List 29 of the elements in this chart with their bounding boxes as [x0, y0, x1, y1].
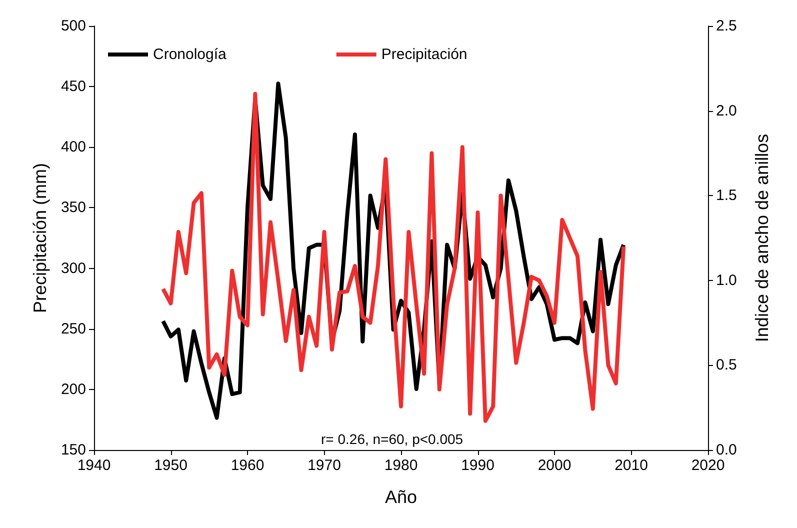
- x-tick-label: 1980: [384, 457, 418, 474]
- y-axis-title: Precipitación (mm): [30, 162, 50, 314]
- y-tick-label: 350: [60, 199, 86, 216]
- x-tick-label: 2000: [538, 457, 572, 474]
- y-tick-label: 400: [60, 138, 86, 156]
- y-tick-label: 200: [60, 380, 86, 398]
- x-tick-label: 1970: [308, 457, 341, 474]
- legend-label: Cronología: [153, 46, 228, 63]
- x-axis-title: Año: [384, 487, 418, 507]
- x-tick-label: 2010: [614, 457, 648, 474]
- y2-tick-label: 1.5: [716, 187, 737, 204]
- y-tick-label: 450: [60, 78, 86, 96]
- x-tick-label: 1990: [461, 457, 494, 474]
- y2-tick-label: 2.0: [716, 102, 737, 120]
- y2-tick-label: 0.0: [716, 442, 737, 458]
- y-tick-label: 300: [60, 260, 86, 277]
- y-tick-label: 250: [60, 320, 86, 338]
- x-tick-label: 2020: [691, 457, 725, 474]
- annotation: r= 0.26, n=60, p<0.005: [321, 431, 464, 447]
- legend-label: Precipitación: [381, 46, 468, 63]
- y-tick-label: 500: [60, 18, 86, 34]
- y-tick-label: 150: [60, 442, 86, 458]
- x-tick-label: 1940: [77, 457, 111, 474]
- y2-axis-title: Indice de ancho de anillos: [752, 134, 772, 342]
- y2-tick-label: 1.0: [716, 272, 737, 289]
- x-tick-label: 1950: [154, 457, 188, 474]
- x-tick-label: 1960: [230, 457, 264, 474]
- y2-tick-label: 0.5: [716, 356, 737, 374]
- y2-tick-label: 2.5: [716, 18, 737, 34]
